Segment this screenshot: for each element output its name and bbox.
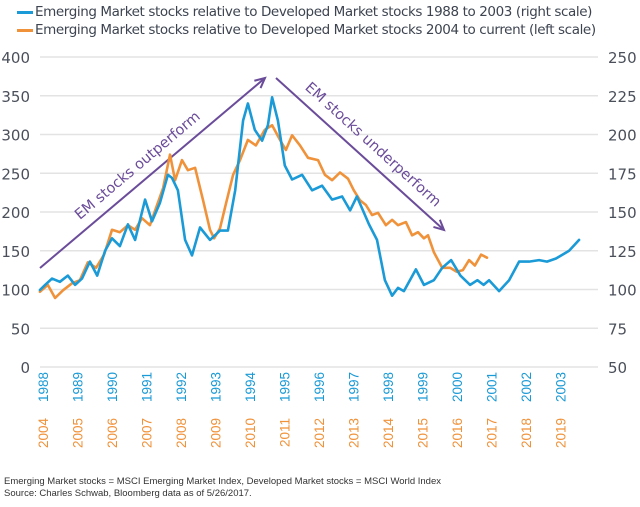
gridlines xyxy=(40,56,598,368)
x-tick-label-1988-2003: 1996 xyxy=(312,372,327,402)
x-tick-label-1988-2003: 2000 xyxy=(450,372,465,402)
left-axis-tick-label: 400 xyxy=(1,49,30,67)
x-tick-label-1988-2003: 2002 xyxy=(519,372,534,402)
x-tick-label-2004-current: 2004 xyxy=(36,418,51,449)
legend-item-2004-current: Emerging Market stocks relative to Devel… xyxy=(17,21,596,39)
left-axis-tick-label: 100 xyxy=(1,282,30,300)
x-tick-label-1988-2003: 2001 xyxy=(485,372,500,402)
right-axis-tick-label: 175 xyxy=(608,165,637,183)
left-axis-tick-label: 0 xyxy=(20,359,30,377)
right-axis-tick-label: 150 xyxy=(608,204,637,222)
x-tick-label-2004-current: 2011 xyxy=(278,418,293,447)
x-tick-label-1988-2003: 1999 xyxy=(416,372,431,402)
x-tick-label-2004-current: 2016 xyxy=(450,418,465,448)
left-axis-tick-label: 250 xyxy=(1,165,30,183)
chart-area: 0 50 100 150 200 250 300 350 400 50 75 100 125 150 17… xyxy=(1,49,637,449)
x-tick-label-1988-2003: 1988 xyxy=(36,372,51,402)
left-axis-tick-label: 350 xyxy=(1,88,30,106)
x-tick-label-2004-current: 2010 xyxy=(243,418,258,448)
x-tick-label-2004-current: 2013 xyxy=(347,418,362,448)
right-axis-tick-label: 100 xyxy=(608,282,637,300)
legend-swatch-blue xyxy=(17,10,33,14)
x-tick-label-2004-current: 2006 xyxy=(105,418,120,448)
right-axis-ticks: 50 75 100 125 150 175 200 225 250 xyxy=(608,49,637,377)
x-tick-label-1988-2003: 1991 xyxy=(140,372,155,402)
legend-swatch-orange xyxy=(17,28,33,32)
x-tick-label-2004-current: 2014 xyxy=(381,418,396,449)
x-tick-label-2004-current: 2015 xyxy=(416,418,431,448)
left-axis-tick-label: 150 xyxy=(1,243,30,261)
x-tick-label-1988-2003: 1989 xyxy=(71,372,86,402)
x-tick-label-2004-current: 2012 xyxy=(312,418,327,448)
left-axis-tick-label: 300 xyxy=(1,127,30,145)
right-axis-tick-label: 125 xyxy=(608,243,637,261)
legend: Emerging Market stocks relative to Devel… xyxy=(17,3,596,39)
x-tick-label-1988-2003: 1993 xyxy=(209,372,224,402)
right-axis-tick-label: 250 xyxy=(608,49,637,67)
x-tick-label-2004-current: 2008 xyxy=(174,418,189,448)
x-axis-ticks: 1988 2004 1989 2005 1990 2006 1991 2007 1992 2008… xyxy=(36,372,569,449)
x-tick-label-1988-2003: 1998 xyxy=(381,372,396,402)
x-tick-label-1988-2003: 1994 xyxy=(243,372,258,403)
left-axis-ticks: 0 50 100 150 200 250 300 350 400 xyxy=(1,49,30,377)
arrow-underperform: EM stocks underperform xyxy=(275,77,446,232)
x-tick-label-2004-current: 2019 xyxy=(554,418,569,448)
arrowhead-icon xyxy=(433,219,446,232)
legend-label: Emerging Market stocks relative to Devel… xyxy=(35,4,593,20)
x-tick-label-2004-current: 2007 xyxy=(140,418,155,448)
x-tick-label-1988-2003: 1992 xyxy=(174,372,189,402)
right-axis-tick-label: 50 xyxy=(608,359,627,377)
x-tick-label-1988-2003: 1997 xyxy=(347,372,362,402)
x-tick-label-1988-2003: 1990 xyxy=(105,372,120,402)
legend-label: Emerging Market stocks relative to Devel… xyxy=(35,22,596,38)
x-tick-label-1988-2003: 2003 xyxy=(554,372,569,402)
footnote-definitions: Emerging Market stocks = MSCI Emerging M… xyxy=(4,476,441,487)
footnote-source: Source: Charles Schwab, Bloomberg data a… xyxy=(4,488,252,499)
x-tick-label-2004-current: 2018 xyxy=(519,418,534,448)
right-axis-tick-label: 200 xyxy=(608,127,637,145)
annotation-label: EM stocks underperform xyxy=(302,80,444,211)
series-line-2004-current xyxy=(38,123,489,300)
arrowhead-icon xyxy=(254,76,267,89)
x-tick-label-1988-2003: 1995 xyxy=(278,372,293,402)
series-line-1988-2003 xyxy=(38,96,581,298)
left-axis-tick-label: 200 xyxy=(1,204,30,222)
right-axis-tick-label: 225 xyxy=(608,88,637,106)
x-tick-label-2004-current: 2017 xyxy=(485,418,500,448)
x-tick-label-2004-current: 2009 xyxy=(209,418,224,448)
right-axis-tick-label: 75 xyxy=(608,320,627,338)
series-lines xyxy=(38,96,581,300)
x-tick-label-2004-current: 2005 xyxy=(71,418,86,448)
left-axis-tick-label: 50 xyxy=(11,320,30,338)
legend-item-1988-2003: Emerging Market stocks relative to Devel… xyxy=(17,3,596,21)
